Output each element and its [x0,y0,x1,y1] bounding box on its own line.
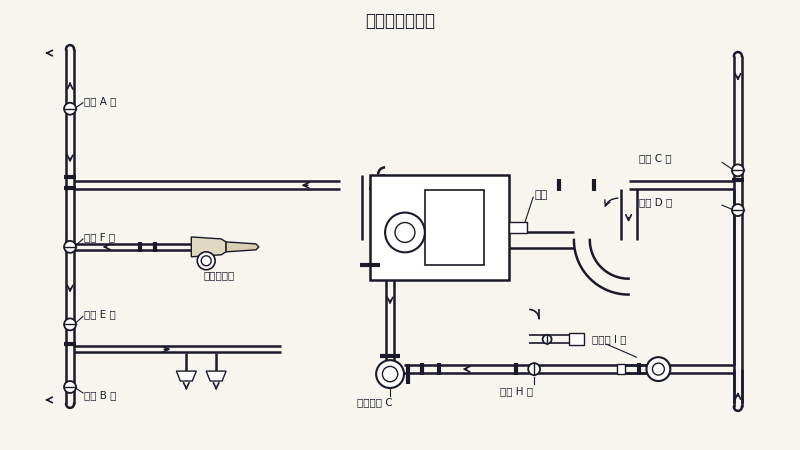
Circle shape [382,366,398,382]
Bar [569,333,584,345]
Circle shape [202,256,211,266]
Text: 球阀 C 开: 球阀 C 开 [638,153,671,163]
Circle shape [64,103,76,115]
Text: 球阀 F 关: 球阀 F 关 [84,232,115,242]
Bar [425,190,485,265]
Bar [510,221,527,234]
Bar [370,176,510,279]
Text: 球阀 A 开: 球阀 A 开 [84,96,116,106]
Text: 水泵: 水泵 [534,190,547,200]
Polygon shape [191,237,226,257]
Circle shape [732,164,744,176]
Circle shape [385,212,425,252]
Circle shape [64,241,76,253]
Text: 消防栓 I 关: 消防栓 I 关 [592,334,626,344]
Circle shape [646,357,670,381]
Text: 洒水炮出口: 洒水炮出口 [203,270,234,280]
Text: 球阀 H 关: 球阀 H 关 [500,386,533,396]
Polygon shape [176,371,196,381]
Circle shape [653,363,664,375]
Text: 球阀 E 开: 球阀 E 开 [84,310,116,320]
Circle shape [528,363,540,375]
Circle shape [376,360,404,388]
Circle shape [732,204,744,216]
Circle shape [198,252,215,270]
Text: 洒水、浇灌花木: 洒水、浇灌花木 [365,12,435,30]
Circle shape [542,335,551,344]
Circle shape [395,222,415,243]
Circle shape [64,381,76,393]
Polygon shape [206,371,226,381]
Bar [617,364,625,374]
Text: 球阀 B 开: 球阀 B 开 [84,390,116,400]
Polygon shape [226,242,259,252]
Circle shape [64,319,76,330]
Text: 三通球阀 C: 三通球阀 C [358,397,393,407]
Text: 球阀 D 开: 球阀 D 开 [638,197,672,207]
